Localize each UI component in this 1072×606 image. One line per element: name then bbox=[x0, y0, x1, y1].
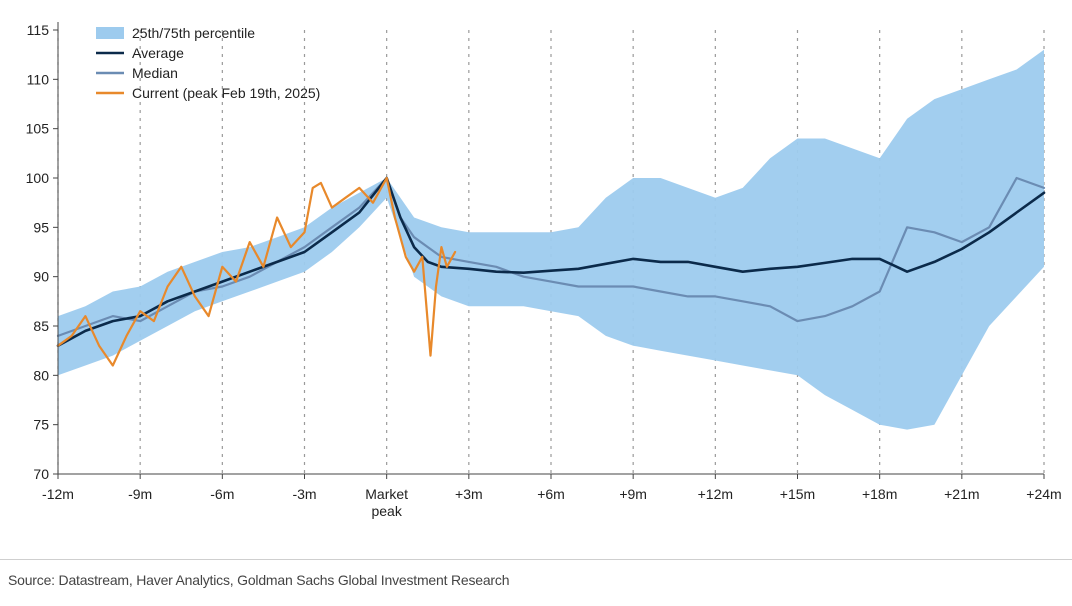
x-tick-label: +18m bbox=[862, 486, 897, 502]
x-tick-label: -12m bbox=[42, 486, 74, 502]
median-line bbox=[56, 176, 1046, 337]
y-tick-label: 100 bbox=[26, 170, 50, 186]
percentile-band bbox=[58, 49, 1044, 430]
source-note: Source: Datastream, Haver Analytics, Gol… bbox=[8, 572, 510, 588]
x-tick-label: +9m bbox=[619, 486, 647, 502]
x-tick-label: Market peak bbox=[365, 486, 408, 519]
x-tick-label: -9m bbox=[128, 486, 152, 502]
market-peak-chart: 70 75 80 85 90 95 100 105 110 115 -12m -9m -6m -3m Mar… bbox=[26, 22, 1062, 519]
x-tick-label: +6m bbox=[537, 486, 565, 502]
legend-label: Average bbox=[132, 45, 184, 61]
y-tick-label: 75 bbox=[33, 417, 49, 433]
axes bbox=[53, 22, 1045, 479]
percentile-band-layer bbox=[58, 49, 1044, 430]
y-tick-label: 85 bbox=[33, 318, 49, 334]
legend-swatch-band bbox=[96, 27, 124, 39]
legend: 25th/75th percentile Average Median Current… bbox=[96, 25, 320, 101]
average-line bbox=[56, 176, 1046, 348]
x-tick-label: +21m bbox=[944, 486, 979, 502]
legend-label: Median bbox=[132, 65, 178, 81]
y-tick-label: 110 bbox=[27, 71, 50, 87]
x-tick-label: +12m bbox=[698, 486, 733, 502]
y-tick-label: 90 bbox=[33, 269, 49, 285]
y-tick-label: 70 bbox=[33, 466, 49, 482]
legend-label: 25th/75th percentile bbox=[132, 25, 255, 41]
series-lines-layer bbox=[56, 176, 1046, 367]
legend-label: Current (peak Feb 19th, 2025) bbox=[132, 85, 320, 101]
grid-lines bbox=[57, 30, 1045, 474]
x-tick-label: -6m bbox=[210, 486, 234, 502]
y-tick-label: 115 bbox=[27, 22, 50, 38]
x-tick-label: +24m bbox=[1026, 486, 1061, 502]
y-tick-label: 95 bbox=[33, 219, 49, 235]
y-tick-label: 80 bbox=[33, 367, 49, 383]
x-tick-label: +15m bbox=[780, 486, 815, 502]
footer-divider bbox=[0, 559, 1072, 560]
x-tick-label: +3m bbox=[455, 486, 483, 502]
current-line bbox=[56, 176, 457, 367]
tick-labels: 70 75 80 85 90 95 100 105 110 115 -12m -9m -6m -3m Mar… bbox=[26, 22, 1062, 519]
x-tick-label: -3m bbox=[292, 486, 316, 502]
y-tick-label: 105 bbox=[26, 121, 50, 137]
